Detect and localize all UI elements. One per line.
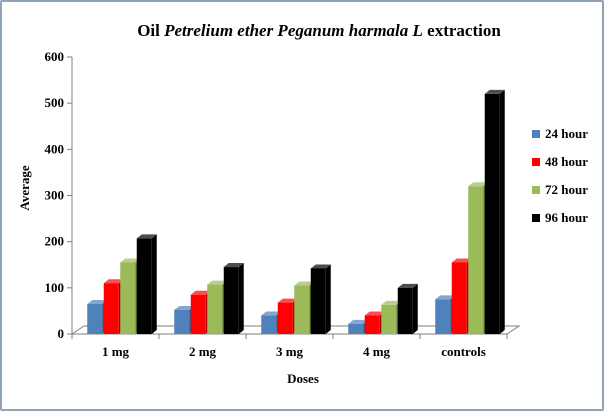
- chart-title-part-1: Petrelium ether Peganum harmala L: [163, 21, 423, 40]
- bar-side: [499, 89, 505, 334]
- bar-top: [294, 281, 315, 286]
- bar: [136, 234, 157, 334]
- bar-front: [348, 323, 364, 334]
- bar-front: [207, 284, 223, 334]
- y-axis-label: Average: [17, 165, 32, 210]
- bar: [484, 89, 505, 334]
- bar-side: [412, 283, 418, 334]
- bar-front: [190, 294, 206, 334]
- bar-front: [136, 238, 152, 334]
- legend-label: 24 hour: [545, 126, 588, 141]
- bar-side: [325, 264, 331, 334]
- bar-top: [223, 263, 244, 268]
- x-tick-label: controls: [441, 344, 486, 359]
- y-tick-label: 500: [45, 95, 65, 110]
- bar-top: [364, 311, 385, 316]
- legend-label: 48 hour: [545, 154, 588, 169]
- bar: [174, 305, 195, 334]
- bar-front: [174, 309, 190, 334]
- bar-front: [294, 285, 310, 334]
- x-tick-label: 3 mg: [276, 344, 304, 359]
- bar-top: [120, 258, 141, 263]
- x-tick-label: 1 mg: [102, 344, 130, 359]
- bar: [223, 263, 244, 334]
- legend-label: 72 hour: [545, 182, 588, 197]
- y-tick-label: 600: [45, 49, 65, 64]
- bar-top: [381, 300, 402, 305]
- bar-top: [261, 311, 282, 316]
- bar-top: [87, 299, 108, 304]
- bar-front: [435, 299, 451, 334]
- bar-top: [435, 295, 456, 300]
- legend-swatch: [532, 158, 540, 166]
- bar-top: [190, 290, 211, 295]
- bar-front: [277, 302, 293, 334]
- bar-front: [381, 304, 397, 334]
- bar-front: [484, 93, 500, 334]
- bars: [87, 89, 505, 334]
- bar-front: [397, 287, 413, 334]
- bar-top: [397, 283, 418, 288]
- bar-top: [277, 298, 298, 303]
- bar-front: [261, 315, 277, 334]
- x-tick-label: 4 mg: [363, 344, 391, 359]
- chart-title-part-2: extraction: [423, 21, 501, 40]
- legend: 24 hour 48 hour 72 hour 96 hour: [532, 126, 588, 225]
- bar-front: [103, 283, 119, 334]
- y-tick-label: 0: [58, 326, 65, 341]
- x-tick-label: 2 mg: [189, 344, 217, 359]
- bar: [397, 283, 418, 334]
- legend-swatch: [532, 130, 540, 138]
- y-tick-label: 100: [45, 280, 65, 295]
- bar-front: [364, 315, 380, 334]
- x-axis-label: Doses: [287, 371, 319, 386]
- y-tick-label: 300: [45, 188, 65, 203]
- bar-top: [451, 258, 472, 263]
- bar-top: [468, 182, 489, 187]
- bar-top: [136, 234, 157, 239]
- legend-swatch: [532, 186, 540, 194]
- bar-front: [120, 262, 136, 334]
- bar-front: [451, 262, 467, 334]
- bar-front: [310, 268, 326, 334]
- bar-side: [238, 263, 244, 334]
- tick-labels: 0 100 200 300 400 500 600 1 mg 2 mg 3 mg 4 mg contr…: [45, 49, 486, 359]
- bar-top: [310, 264, 331, 269]
- bar-front: [223, 267, 239, 334]
- legend-swatch: [532, 214, 540, 222]
- y-tick-label: 400: [45, 141, 65, 156]
- bar-top: [174, 305, 195, 310]
- legend-label: 96 hour: [545, 210, 588, 225]
- chart-title: Oil Petrelium ether Peganum harmala L ex…: [137, 21, 501, 40]
- bar-top: [207, 280, 228, 285]
- bar-side: [151, 234, 157, 334]
- bar-front: [468, 186, 484, 334]
- bar-top: [484, 89, 505, 94]
- chart-title-part-0: Oil: [137, 21, 164, 40]
- bar-top: [348, 319, 369, 324]
- bar: [310, 264, 331, 334]
- y-tick-label: 200: [45, 234, 65, 249]
- bar-top: [103, 279, 124, 284]
- bar-front: [87, 303, 103, 334]
